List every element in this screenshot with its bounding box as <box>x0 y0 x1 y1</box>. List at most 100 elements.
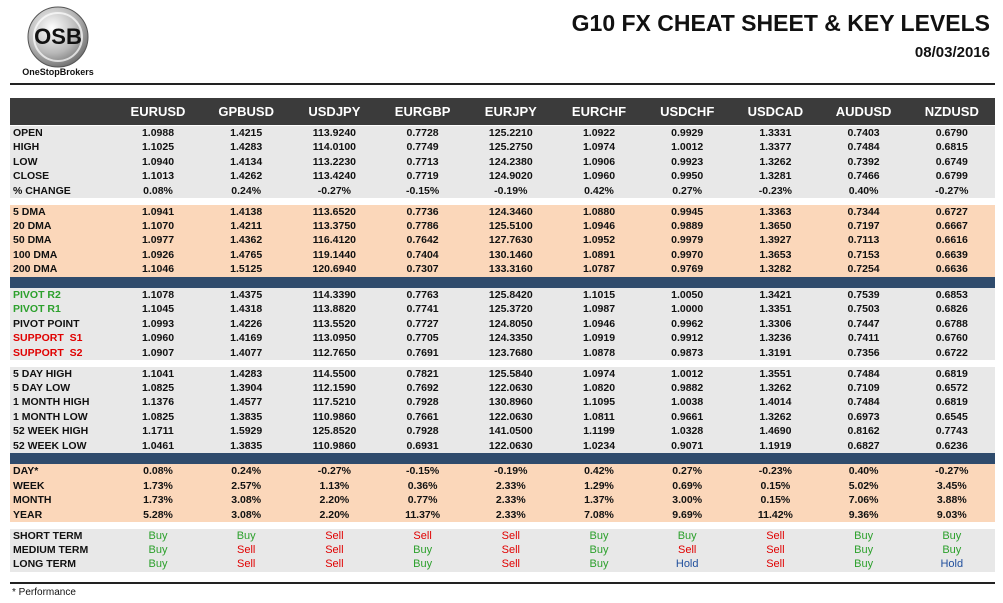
cell-value: 1.1711 <box>142 425 174 438</box>
cell-value: 1.4375 <box>230 289 263 301</box>
cell-value: 0.69% <box>672 479 703 492</box>
cell-value: 0.6799 <box>935 170 968 183</box>
row-label: 50 DMA <box>13 234 52 247</box>
cell-value: Buy <box>413 543 433 556</box>
cell-value: 2.33% <box>495 479 526 492</box>
cell-value: 1.3377 <box>759 141 792 154</box>
cell-value: 1.0974 <box>582 141 616 154</box>
footnote: * Performance <box>12 587 76 598</box>
cell-value: 1.3904 <box>230 381 263 394</box>
cell-value: Buy <box>589 543 609 556</box>
cell-value: 1.3191 <box>759 346 792 359</box>
cell-value: Buy <box>677 529 697 542</box>
cell-value: Sell <box>413 529 432 542</box>
row-label: 52 WEEK HIGH <box>13 425 89 438</box>
cell-value: 114.3390 <box>312 289 356 301</box>
cell-value: 124.2380 <box>488 155 533 168</box>
cell-value: 0.9912 <box>671 332 704 345</box>
cell-value: 0.6760 <box>935 332 968 345</box>
cell-value: Buy <box>589 529 609 542</box>
cell-value: 0.7728 <box>406 127 439 139</box>
cell-value: 1.0038 <box>671 396 704 409</box>
cell-value: 2.57% <box>231 479 262 492</box>
cell-value: 1.4077 <box>230 346 263 359</box>
cell-value: 0.7928 <box>406 396 439 409</box>
cell-value: 1.0919 <box>582 332 616 345</box>
cell-value: 0.7153 <box>847 248 880 261</box>
cell-value: 0.7763 <box>406 289 439 301</box>
cell-value: 3.88% <box>936 494 967 507</box>
cell-value: Sell <box>237 558 256 571</box>
cell-value: 1.0825 <box>141 410 175 423</box>
cell-value: 1.0328 <box>671 425 704 438</box>
cell-value: 0.08% <box>143 465 173 478</box>
cell-value: 0.7484 <box>847 141 880 154</box>
cell-value: 1.3262 <box>759 381 792 394</box>
cell-value: 3.08% <box>231 508 262 521</box>
cell-value: 0.6973 <box>847 410 880 423</box>
cell-value: Buy <box>854 558 874 571</box>
cell-value: 0.7743 <box>935 425 968 438</box>
cell-value: Sell <box>501 543 520 556</box>
row-label: 1 MONTH HIGH <box>13 396 90 409</box>
cell-value: 2.20% <box>319 494 350 507</box>
cell-value: 1.0234 <box>582 439 616 452</box>
cell-value: 0.7691 <box>406 346 439 359</box>
column-header: EURCHF <box>571 104 627 119</box>
cell-value: 113.5520 <box>312 317 356 330</box>
row-label: YEAR <box>13 508 43 521</box>
cell-value: Buy <box>942 543 962 556</box>
cell-value: Buy <box>413 558 433 571</box>
cell-value: 7.06% <box>848 494 879 507</box>
cell-value: 1.0811 <box>583 410 615 423</box>
cell-value: 0.42% <box>584 184 614 197</box>
column-header: USDJPY <box>308 104 361 119</box>
row-label: OPEN <box>13 127 43 139</box>
cell-value: 1.0012 <box>671 367 704 380</box>
cell-value: 113.2230 <box>312 155 356 168</box>
cell-value: 1.4134 <box>230 155 263 168</box>
date: 08/03/2016 <box>914 44 990 61</box>
cell-value: 0.7713 <box>406 155 439 168</box>
row-label: MONTH <box>13 494 52 507</box>
cell-value: 125.3720 <box>488 303 533 316</box>
cell-value: 0.7466 <box>847 170 880 183</box>
section-separator <box>10 360 995 367</box>
cell-value: 0.7749 <box>406 141 439 154</box>
cell-value: 2.33% <box>495 494 526 507</box>
section-band <box>10 288 995 360</box>
section-band <box>10 366 995 453</box>
cell-value: Sell <box>237 543 256 556</box>
row-label: LONG TERM <box>13 558 76 571</box>
cell-value: Buy <box>148 529 168 542</box>
cell-value: 0.27% <box>672 184 703 197</box>
header-row <box>10 98 995 125</box>
cell-value: 1.0977 <box>141 234 175 247</box>
row-label: 5 DMA <box>13 205 46 218</box>
cell-value: 113.9240 <box>312 127 356 139</box>
cell-value: 9.03% <box>936 508 967 521</box>
cell-value: 0.6722 <box>935 346 968 359</box>
cell-value: 124.8050 <box>488 317 533 330</box>
cell-value: 119.1440 <box>312 248 356 261</box>
cell-value: 123.7680 <box>488 346 533 359</box>
section-band <box>10 204 995 277</box>
cell-value: 1.1045 <box>141 303 175 316</box>
cell-value: Buy <box>236 529 256 542</box>
cell-value: 113.3750 <box>312 219 356 232</box>
cell-value: 125.8520 <box>312 425 357 438</box>
cell-value: 1.1095 <box>582 396 616 409</box>
column-header: AUDUSD <box>835 104 892 119</box>
cell-value: 1.4169 <box>230 332 263 345</box>
cell-value: 5.02% <box>848 479 879 492</box>
column-header: USDCAD <box>747 104 804 119</box>
cell-value: 0.7719 <box>406 170 439 183</box>
cell-value: 1.73% <box>143 479 173 492</box>
bottom-rule <box>10 582 995 584</box>
cell-value: 0.40% <box>848 465 879 478</box>
row-label: 5 DAY LOW <box>13 381 71 394</box>
cell-value: 1.0922 <box>582 127 616 139</box>
cell-value: 1.3236 <box>759 332 792 345</box>
cell-value: 3.00% <box>672 494 703 507</box>
cell-value: 0.9661 <box>671 410 704 423</box>
